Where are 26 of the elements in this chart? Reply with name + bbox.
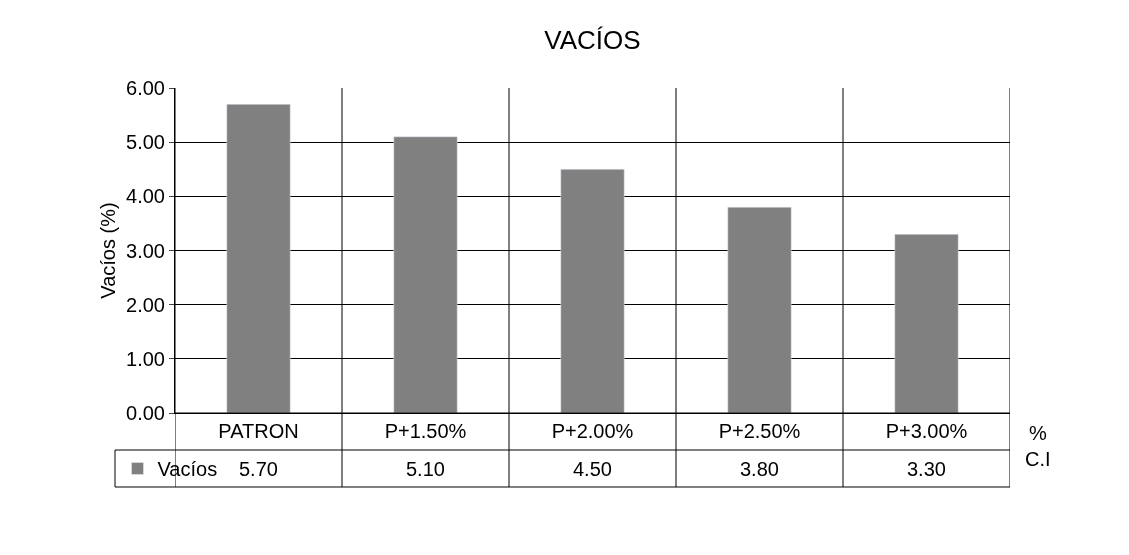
- data-label: 3.80: [740, 458, 779, 480]
- x-tick-label: PATRON: [218, 420, 299, 442]
- y-axis-title: Vacíos (%): [96, 202, 119, 299]
- chart-title: VACÍOS: [544, 25, 641, 56]
- data-label: 3.30: [907, 458, 946, 480]
- bar: [727, 206, 792, 413]
- bar: [226, 104, 291, 413]
- data-label: 5.70: [239, 458, 278, 480]
- y-tick-label: 1.00: [126, 347, 165, 370]
- bar: [393, 136, 458, 413]
- data-label: 5.10: [406, 458, 445, 480]
- x-axis-title: % C.I: [1025, 422, 1051, 470]
- legend-label: Vacíos: [157, 458, 218, 481]
- bar: [560, 169, 625, 413]
- y-tick-label: 4.00: [126, 185, 165, 208]
- bar: [894, 234, 959, 413]
- y-tick-label: 3.00: [126, 239, 165, 262]
- y-tick-label: 5.00: [126, 131, 165, 154]
- data-label: 4.50: [573, 458, 612, 480]
- x-tick-label: P+2.50%: [718, 420, 801, 442]
- x-tick-label: P+1.50%: [384, 420, 467, 442]
- x-tick-label: P+3.00%: [885, 420, 968, 442]
- x-tick-label: P+2.00%: [551, 420, 634, 442]
- y-tick-label: 0.00: [126, 402, 165, 424]
- y-tick-label: 2.00: [126, 293, 165, 316]
- y-tick-label: 6.00: [126, 77, 165, 99]
